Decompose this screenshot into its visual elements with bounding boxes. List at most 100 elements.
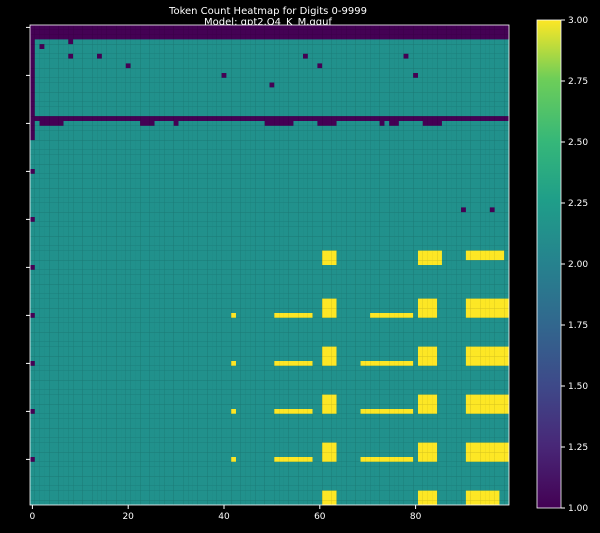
heatmap-cell <box>465 164 471 170</box>
heatmap-cell <box>303 87 308 93</box>
heatmap-cell <box>288 140 294 146</box>
heatmap-cell <box>39 111 45 117</box>
heatmap-cell <box>159 121 165 126</box>
heatmap-cell <box>413 82 419 88</box>
heatmap-cell <box>279 217 284 222</box>
heatmap-cell <box>221 193 227 198</box>
heatmap-cell <box>97 77 102 83</box>
heatmap-cell <box>97 135 102 141</box>
heatmap-cell <box>417 29 423 35</box>
heatmap-cell <box>159 169 165 174</box>
heatmap-cell <box>63 135 69 141</box>
heatmap-cell <box>427 135 433 141</box>
heatmap-cell <box>30 145 35 150</box>
heatmap-cell <box>58 63 64 69</box>
heatmap-cell <box>379 193 385 198</box>
heatmap-cell <box>226 226 232 232</box>
heatmap-cell <box>44 183 50 189</box>
heatmap-cell <box>68 245 74 251</box>
heatmap-cell <box>465 44 471 50</box>
heatmap-cell <box>427 111 433 117</box>
heatmap-cell <box>499 140 505 146</box>
heatmap-cell <box>293 39 299 45</box>
heatmap-cell <box>87 221 93 227</box>
heatmap-cell <box>451 226 457 232</box>
heatmap-cell <box>39 159 45 165</box>
heatmap-cell <box>188 39 193 45</box>
heatmap-cell <box>422 49 428 54</box>
heatmap-cell <box>504 63 510 69</box>
heatmap-cell <box>207 44 213 50</box>
heatmap-cell <box>451 53 457 59</box>
heatmap-cell <box>125 106 131 112</box>
heatmap-cell <box>283 44 289 50</box>
heatmap-cell <box>446 226 452 232</box>
heatmap-cell <box>355 58 361 64</box>
heatmap-cell <box>355 63 361 69</box>
heatmap-cell <box>164 250 170 256</box>
heatmap-cell <box>202 63 208 69</box>
heatmap-cell <box>456 154 462 160</box>
heatmap-cell <box>207 106 213 112</box>
heatmap-cell <box>283 63 289 69</box>
heatmap-cell <box>475 101 481 107</box>
heatmap-cell <box>97 159 102 165</box>
heatmap-cell <box>475 245 481 251</box>
heatmap-cell <box>235 111 241 117</box>
heatmap-cell <box>34 159 40 165</box>
heatmap-cell <box>140 58 146 64</box>
heatmap-cell <box>68 82 74 88</box>
heatmap-cell <box>245 39 251 45</box>
heatmap-cell <box>331 202 337 208</box>
heatmap-cell <box>456 29 462 35</box>
heatmap-cell <box>394 101 399 107</box>
heatmap-cell <box>465 116 471 122</box>
heatmap-cell <box>159 111 165 117</box>
heatmap-cell <box>39 178 45 184</box>
heatmap-cell <box>322 121 328 126</box>
heatmap-cell <box>250 68 256 74</box>
heatmap-cell <box>470 154 476 160</box>
heatmap-cell <box>240 87 246 93</box>
heatmap-cell <box>259 202 265 208</box>
heatmap-cell <box>360 212 366 218</box>
heatmap-cell <box>432 197 438 203</box>
heatmap-cell <box>374 34 380 40</box>
heatmap-cell <box>403 135 409 141</box>
heatmap-cell <box>288 241 294 246</box>
heatmap-cell <box>499 116 505 122</box>
heatmap-cell <box>53 53 59 59</box>
heatmap-cell <box>394 125 399 131</box>
heatmap-cell <box>212 217 217 222</box>
heatmap-cell <box>188 221 193 227</box>
heatmap-cell <box>245 87 251 93</box>
heatmap-cell <box>130 106 136 112</box>
heatmap-cell <box>144 193 150 198</box>
heatmap-cell <box>68 68 74 74</box>
heatmap-cell <box>437 188 443 194</box>
heatmap-cell <box>279 87 284 93</box>
heatmap-cell <box>312 140 318 146</box>
heatmap-cell <box>403 25 409 30</box>
heatmap-cell <box>154 231 160 237</box>
heatmap-cell <box>77 197 83 203</box>
heatmap-cell <box>480 154 486 160</box>
heatmap-cell <box>259 92 265 98</box>
heatmap-cell <box>164 34 170 40</box>
heatmap-cell <box>30 231 35 237</box>
heatmap-cell <box>144 73 150 78</box>
heatmap-cell <box>384 77 390 83</box>
heatmap-cell <box>101 188 107 194</box>
heatmap-cell <box>355 159 361 165</box>
heatmap-cell <box>298 154 304 160</box>
heatmap-cell <box>370 116 375 122</box>
heatmap-cell <box>374 145 380 150</box>
heatmap-cell <box>269 39 275 45</box>
heatmap-cell <box>480 111 486 117</box>
heatmap-cell <box>413 226 419 232</box>
heatmap-cell <box>87 178 93 184</box>
heatmap-cell <box>197 178 203 184</box>
heatmap-cell <box>408 92 414 98</box>
heatmap-cell <box>336 169 342 174</box>
heatmap-cell <box>374 149 380 155</box>
